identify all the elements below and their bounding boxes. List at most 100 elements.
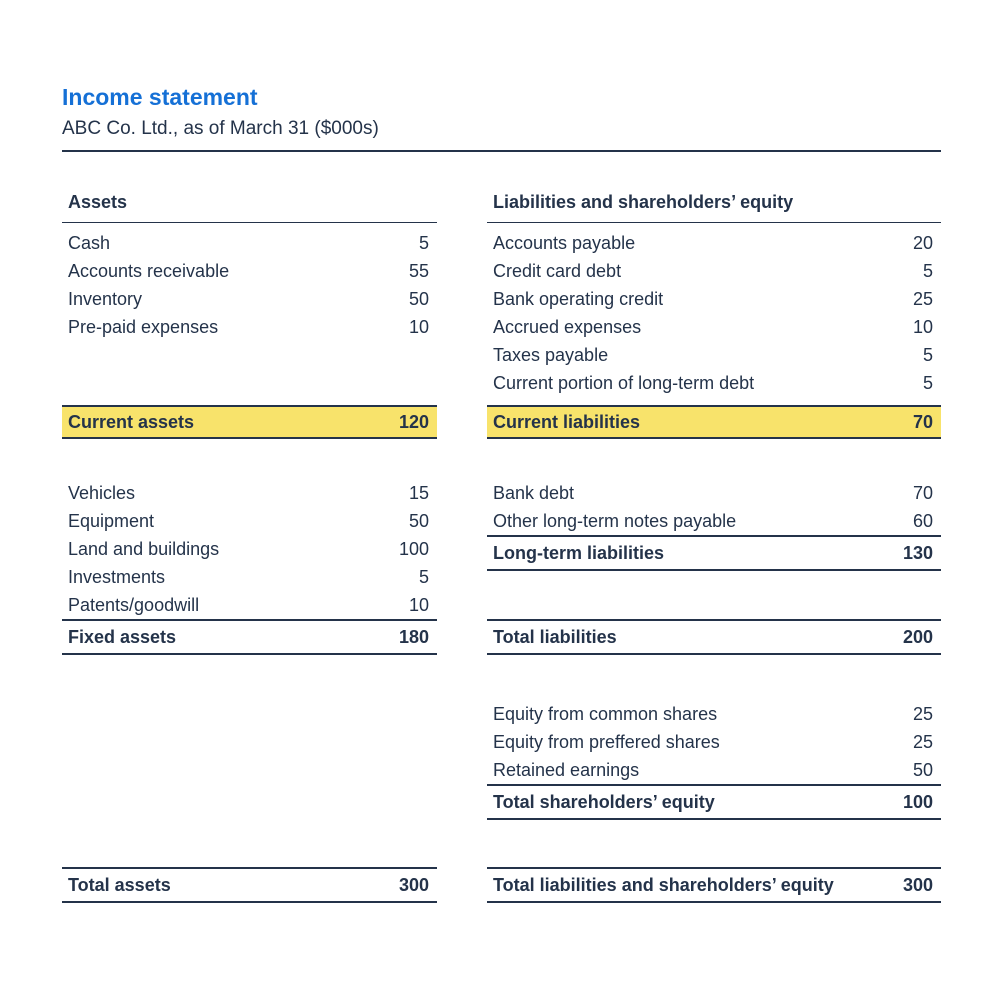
total-row: Total shareholders’ equity 100	[487, 784, 941, 820]
line-item: Accounts payable 20	[487, 229, 941, 257]
spacer	[62, 439, 437, 473]
line-items: Accounts payable 20 Credit card debt 5 Bank …	[487, 223, 941, 397]
line-items: Bank debt 70 Other long-term notes payable…	[487, 473, 941, 535]
item-value: 55	[408, 261, 429, 281]
item-label: Long-term liabilities	[493, 543, 665, 563]
spacer	[487, 820, 941, 867]
item-value: 10	[408, 595, 429, 615]
liabilities-column: Liabilities and shareholders’ equity Acco…	[487, 190, 941, 903]
item-value: 5	[418, 567, 429, 587]
section-header: Liabilities and shareholders’ equity	[487, 190, 941, 223]
line-item: Retained earnings 50	[487, 756, 941, 784]
item-value: 70	[912, 483, 933, 503]
item-value: 50	[408, 511, 429, 531]
total-row: Long-term liabilities 130	[487, 535, 941, 571]
item-label: Bank operating credit	[493, 289, 664, 309]
item-label: Retained earnings	[493, 760, 640, 780]
item-label: Total liabilities and shareholders’ equi…	[493, 875, 834, 895]
subtotal-highlight-row: Current assets 120	[62, 405, 437, 439]
item-label: Total liabilities	[493, 627, 617, 647]
item-label: Accounts payable	[493, 233, 636, 253]
spacer	[487, 439, 941, 473]
line-item: Land and buildings 100	[62, 535, 437, 563]
item-value: 50	[912, 760, 933, 780]
item-label: Inventory	[68, 289, 143, 309]
page-title: Income statement	[62, 84, 258, 110]
section-header: Assets	[62, 190, 437, 223]
line-item: Current portion of long-term debt 5	[487, 369, 941, 397]
item-label: Equity from common shares	[493, 704, 718, 724]
line-items: Vehicles 15 Equipment 50 Land and buildings 1…	[62, 473, 437, 619]
item-value: 10	[408, 317, 429, 337]
spacer	[487, 571, 941, 619]
line-item: Vehicles 15	[62, 479, 437, 507]
total-row: Total liabilities 200	[487, 619, 941, 655]
line-item: Bank debt 70	[487, 479, 941, 507]
item-label: Pre-paid expenses	[68, 317, 219, 337]
item-label: Cash	[68, 233, 111, 253]
page-subtitle: ABC Co. Ltd., as of March 31 ($000s)	[62, 118, 379, 139]
doc-header: Income statement ABC Co. Ltd., as of Mar…	[62, 84, 379, 140]
line-item: Taxes payable 5	[487, 341, 941, 369]
item-value: 5	[922, 345, 933, 365]
total-row: Total assets 300	[62, 867, 437, 903]
line-item: Bank operating credit 25	[487, 285, 941, 313]
item-value: 300	[398, 875, 429, 895]
line-items: Equity from common shares 25 Equity from p…	[487, 694, 941, 784]
line-item: Accrued expenses 10	[487, 313, 941, 341]
line-item: Equipment 50	[62, 507, 437, 535]
item-value: 10	[912, 317, 933, 337]
item-label: Other long-term notes payable	[493, 511, 737, 531]
item-value: 100	[398, 539, 429, 559]
item-value: 200	[902, 627, 933, 647]
item-label: Fixed assets	[68, 627, 177, 647]
item-value: 60	[912, 511, 933, 531]
line-item: Equity from common shares 25	[487, 700, 941, 728]
item-label: Credit card debt	[493, 261, 622, 281]
line-item: Inventory 50	[62, 285, 437, 313]
line-items: Cash 5 Accounts receivable 55 Inventory 50 Pre…	[62, 223, 437, 341]
line-item: Other long-term notes payable 60	[487, 507, 941, 535]
item-value: 5	[418, 233, 429, 253]
total-row: Fixed assets 180	[62, 619, 437, 655]
header-divider	[62, 150, 941, 152]
item-value: 70	[912, 412, 933, 432]
subtotal-highlight-row: Current liabilities 70	[487, 405, 941, 439]
item-value: 180	[398, 627, 429, 647]
item-value: 25	[912, 704, 933, 724]
item-value: 20	[912, 233, 933, 253]
item-value: 15	[408, 483, 429, 503]
item-label: Patents/goodwill	[68, 595, 200, 615]
item-label: Taxes payable	[493, 345, 609, 365]
item-label: Equity from preffered shares	[493, 732, 720, 752]
line-item: Pre-paid expenses 10	[62, 313, 437, 341]
item-label: Vehicles	[68, 483, 136, 503]
item-label: Total assets	[68, 875, 171, 895]
line-item: Investments 5	[62, 563, 437, 591]
spacer	[487, 397, 941, 405]
item-value: 25	[912, 289, 933, 309]
item-label: Current liabilities	[493, 412, 641, 432]
item-label: Investments	[68, 567, 166, 587]
line-item: Credit card debt 5	[487, 257, 941, 285]
spacer	[487, 655, 941, 694]
item-label: Current portion of long-term debt	[493, 373, 755, 393]
item-value: 50	[408, 289, 429, 309]
item-value: 5	[922, 373, 933, 393]
item-label: Bank debt	[493, 483, 575, 503]
total-row: Total liabilities and shareholders’ equi…	[487, 867, 941, 903]
item-value: 130	[902, 543, 933, 563]
item-label: Current assets	[68, 412, 195, 432]
line-item: Cash 5	[62, 229, 437, 257]
item-value: 100	[902, 792, 933, 812]
item-label: Equipment	[68, 511, 155, 531]
line-item: Equity from preffered shares 25	[487, 728, 941, 756]
item-label: Accrued expenses	[493, 317, 642, 337]
item-label: Accounts receivable	[68, 261, 230, 281]
item-label: Land and buildings	[68, 539, 220, 559]
line-item: Accounts receivable 55	[62, 257, 437, 285]
item-value: 25	[912, 732, 933, 752]
assets-column: Assets Cash 5 Accounts receivable 55 Inventor…	[62, 190, 437, 903]
item-value: 120	[398, 412, 429, 432]
